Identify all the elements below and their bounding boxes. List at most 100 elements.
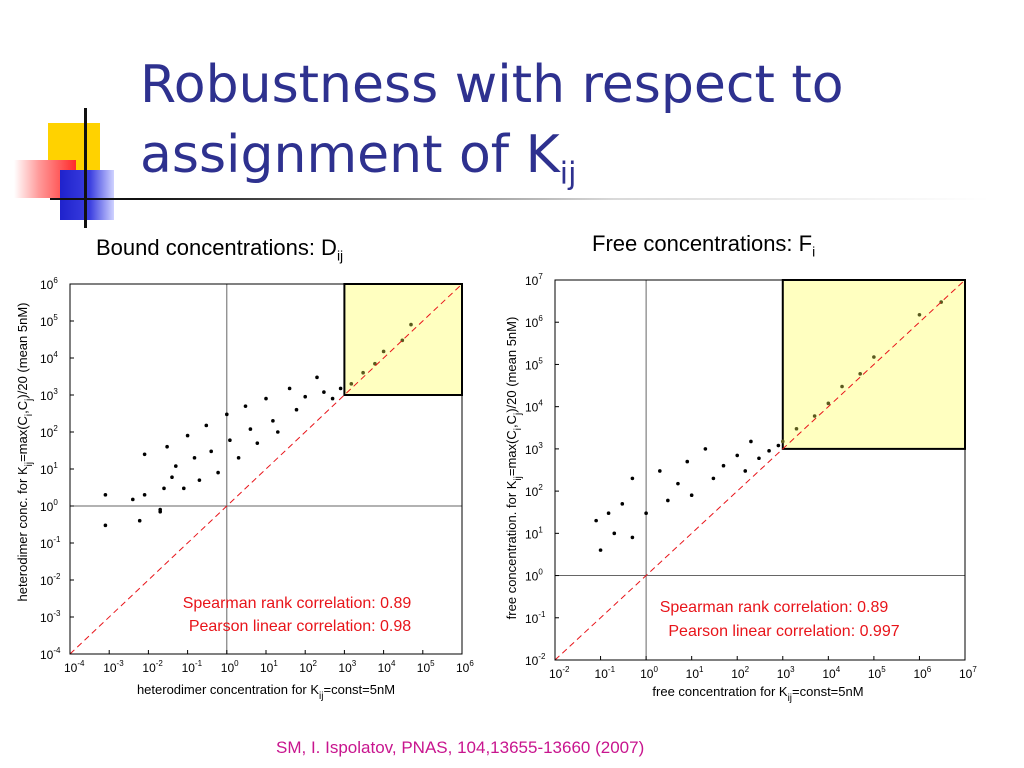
data-point — [236, 456, 241, 460]
data-point — [255, 441, 260, 445]
x-tick-label: 104 — [378, 659, 396, 675]
data-point — [676, 481, 680, 486]
data-point — [749, 439, 753, 444]
spearman-correlation: Spearman rank correlation: 0.89 — [660, 599, 889, 616]
x-tick-label: 100 — [640, 665, 658, 681]
left-chart-title: Bound concentrations: Dij — [96, 235, 343, 263]
y-tick-label: 100 — [525, 568, 543, 584]
x-tick-label: 10-1 — [595, 665, 616, 681]
bound-concentration-chart: 10-4 10-3 10-2 10-1 100 101 102 103 104 105 106 10… — [15, 276, 474, 702]
x-tick-label: 102 — [731, 665, 749, 681]
x-tick-label: 105 — [417, 659, 435, 675]
data-point — [103, 523, 108, 528]
data-point — [780, 439, 785, 444]
data-point — [165, 444, 169, 449]
data-point — [173, 464, 178, 468]
y-axis-ticks: 10-2 10-1 100 101 102 103 104 105 106 107 — [525, 272, 559, 668]
data-point — [794, 426, 799, 431]
data-point — [248, 427, 253, 431]
slide-title-line: Robustness with respect to assignment of… — [140, 55, 844, 185]
data-point — [409, 322, 413, 327]
data-point — [228, 438, 232, 443]
left-chart-title-subscript: ij — [336, 247, 344, 264]
y-tick-label: 10-3 — [40, 609, 61, 625]
data-point — [294, 407, 299, 412]
scatter-points — [103, 322, 413, 528]
data-point — [322, 390, 326, 394]
x-tick-label: 10-4 — [64, 659, 85, 675]
data-point — [872, 355, 876, 359]
data-point — [757, 456, 761, 461]
y-tick-label: 105 — [525, 356, 543, 372]
x-tick-label: 107 — [959, 665, 977, 681]
data-point — [666, 498, 670, 503]
y-tick-label: 103 — [40, 387, 58, 403]
pearson-correlation: Pearson linear correlation: 0.98 — [189, 618, 411, 635]
data-point — [594, 518, 598, 523]
data-point — [276, 430, 280, 434]
data-point — [131, 497, 135, 502]
data-point — [630, 535, 635, 540]
y-tick-label: 102 — [40, 424, 58, 440]
y-tick-label: 107 — [525, 272, 543, 288]
x-tick-label: 10-2 — [142, 659, 163, 675]
vertical-rule-decoration — [84, 108, 87, 228]
data-point — [858, 372, 862, 376]
data-point — [381, 349, 386, 354]
pearson-correlation: Pearson linear correlation: 0.997 — [668, 623, 899, 640]
data-point — [373, 361, 377, 366]
y-tick-label: 10-2 — [40, 572, 61, 588]
data-point — [630, 476, 635, 481]
right-chart-title: Free concentrations: Fi — [592, 231, 815, 259]
y-tick-label: 101 — [525, 525, 543, 541]
data-point — [721, 463, 726, 468]
y-axis-label: heterodimer conc. for Kij=max(Ci,Cj)/20 … — [15, 302, 35, 601]
y-tick-label: 105 — [40, 313, 58, 329]
data-point — [338, 386, 343, 391]
blue-square-decoration — [60, 170, 114, 220]
x-tick-label: 10-2 — [549, 665, 570, 681]
data-point — [315, 375, 319, 380]
spearman-correlation: Spearman rank correlation: 0.89 — [183, 595, 412, 612]
data-point — [137, 518, 142, 523]
data-point — [170, 475, 174, 480]
data-point — [142, 452, 147, 457]
diagonal-reference-line — [554, 279, 966, 661]
x-tick-label: 101 — [686, 665, 704, 681]
data-point — [776, 443, 781, 448]
data-point — [182, 486, 186, 491]
data-point — [606, 511, 611, 515]
data-point — [197, 478, 202, 482]
data-point — [216, 470, 220, 475]
slide-title: Robustness with respect to assignment of… — [140, 50, 1024, 209]
x-axis-label: free concentration for Kij=const=5nM — [652, 684, 863, 704]
x-tick-label: 106 — [913, 665, 931, 681]
y-tick-label: 101 — [40, 461, 58, 477]
y-tick-label: 104 — [525, 399, 543, 415]
y-axis-label: free concentration. for Kij=max(Ci,Cj)/2… — [504, 317, 524, 620]
y-axis-ticks: 10-4 10-3 10-2 10-1 100 101 102 103 104 105 106 — [40, 276, 74, 662]
data-point — [812, 414, 817, 418]
x-tick-label: 104 — [822, 665, 840, 681]
x-tick-label: 103 — [777, 665, 795, 681]
free-concentration-chart: 10-2 10-1 100 101 102 103 104 105 106 107 10-210-… — [504, 272, 977, 704]
data-point — [703, 447, 708, 451]
data-point — [303, 394, 308, 399]
y-tick-label: 10-2 — [525, 652, 546, 668]
data-point — [330, 396, 335, 401]
data-point — [287, 386, 292, 391]
data-point — [826, 401, 831, 406]
y-tick-label: 106 — [40, 276, 58, 292]
data-point — [689, 493, 694, 498]
data-point — [142, 493, 147, 497]
plot-frame — [554, 279, 966, 661]
data-point — [271, 419, 275, 423]
y-tick-label: 100 — [40, 498, 58, 514]
y-tick-label: 106 — [525, 314, 543, 330]
data-point — [103, 493, 108, 497]
x-tick-label: 103 — [338, 659, 356, 675]
data-point — [361, 370, 365, 375]
x-tick-label: 101 — [260, 659, 278, 675]
y-tick-label: 10-4 — [40, 646, 61, 662]
y-tick-label: 103 — [525, 441, 543, 457]
